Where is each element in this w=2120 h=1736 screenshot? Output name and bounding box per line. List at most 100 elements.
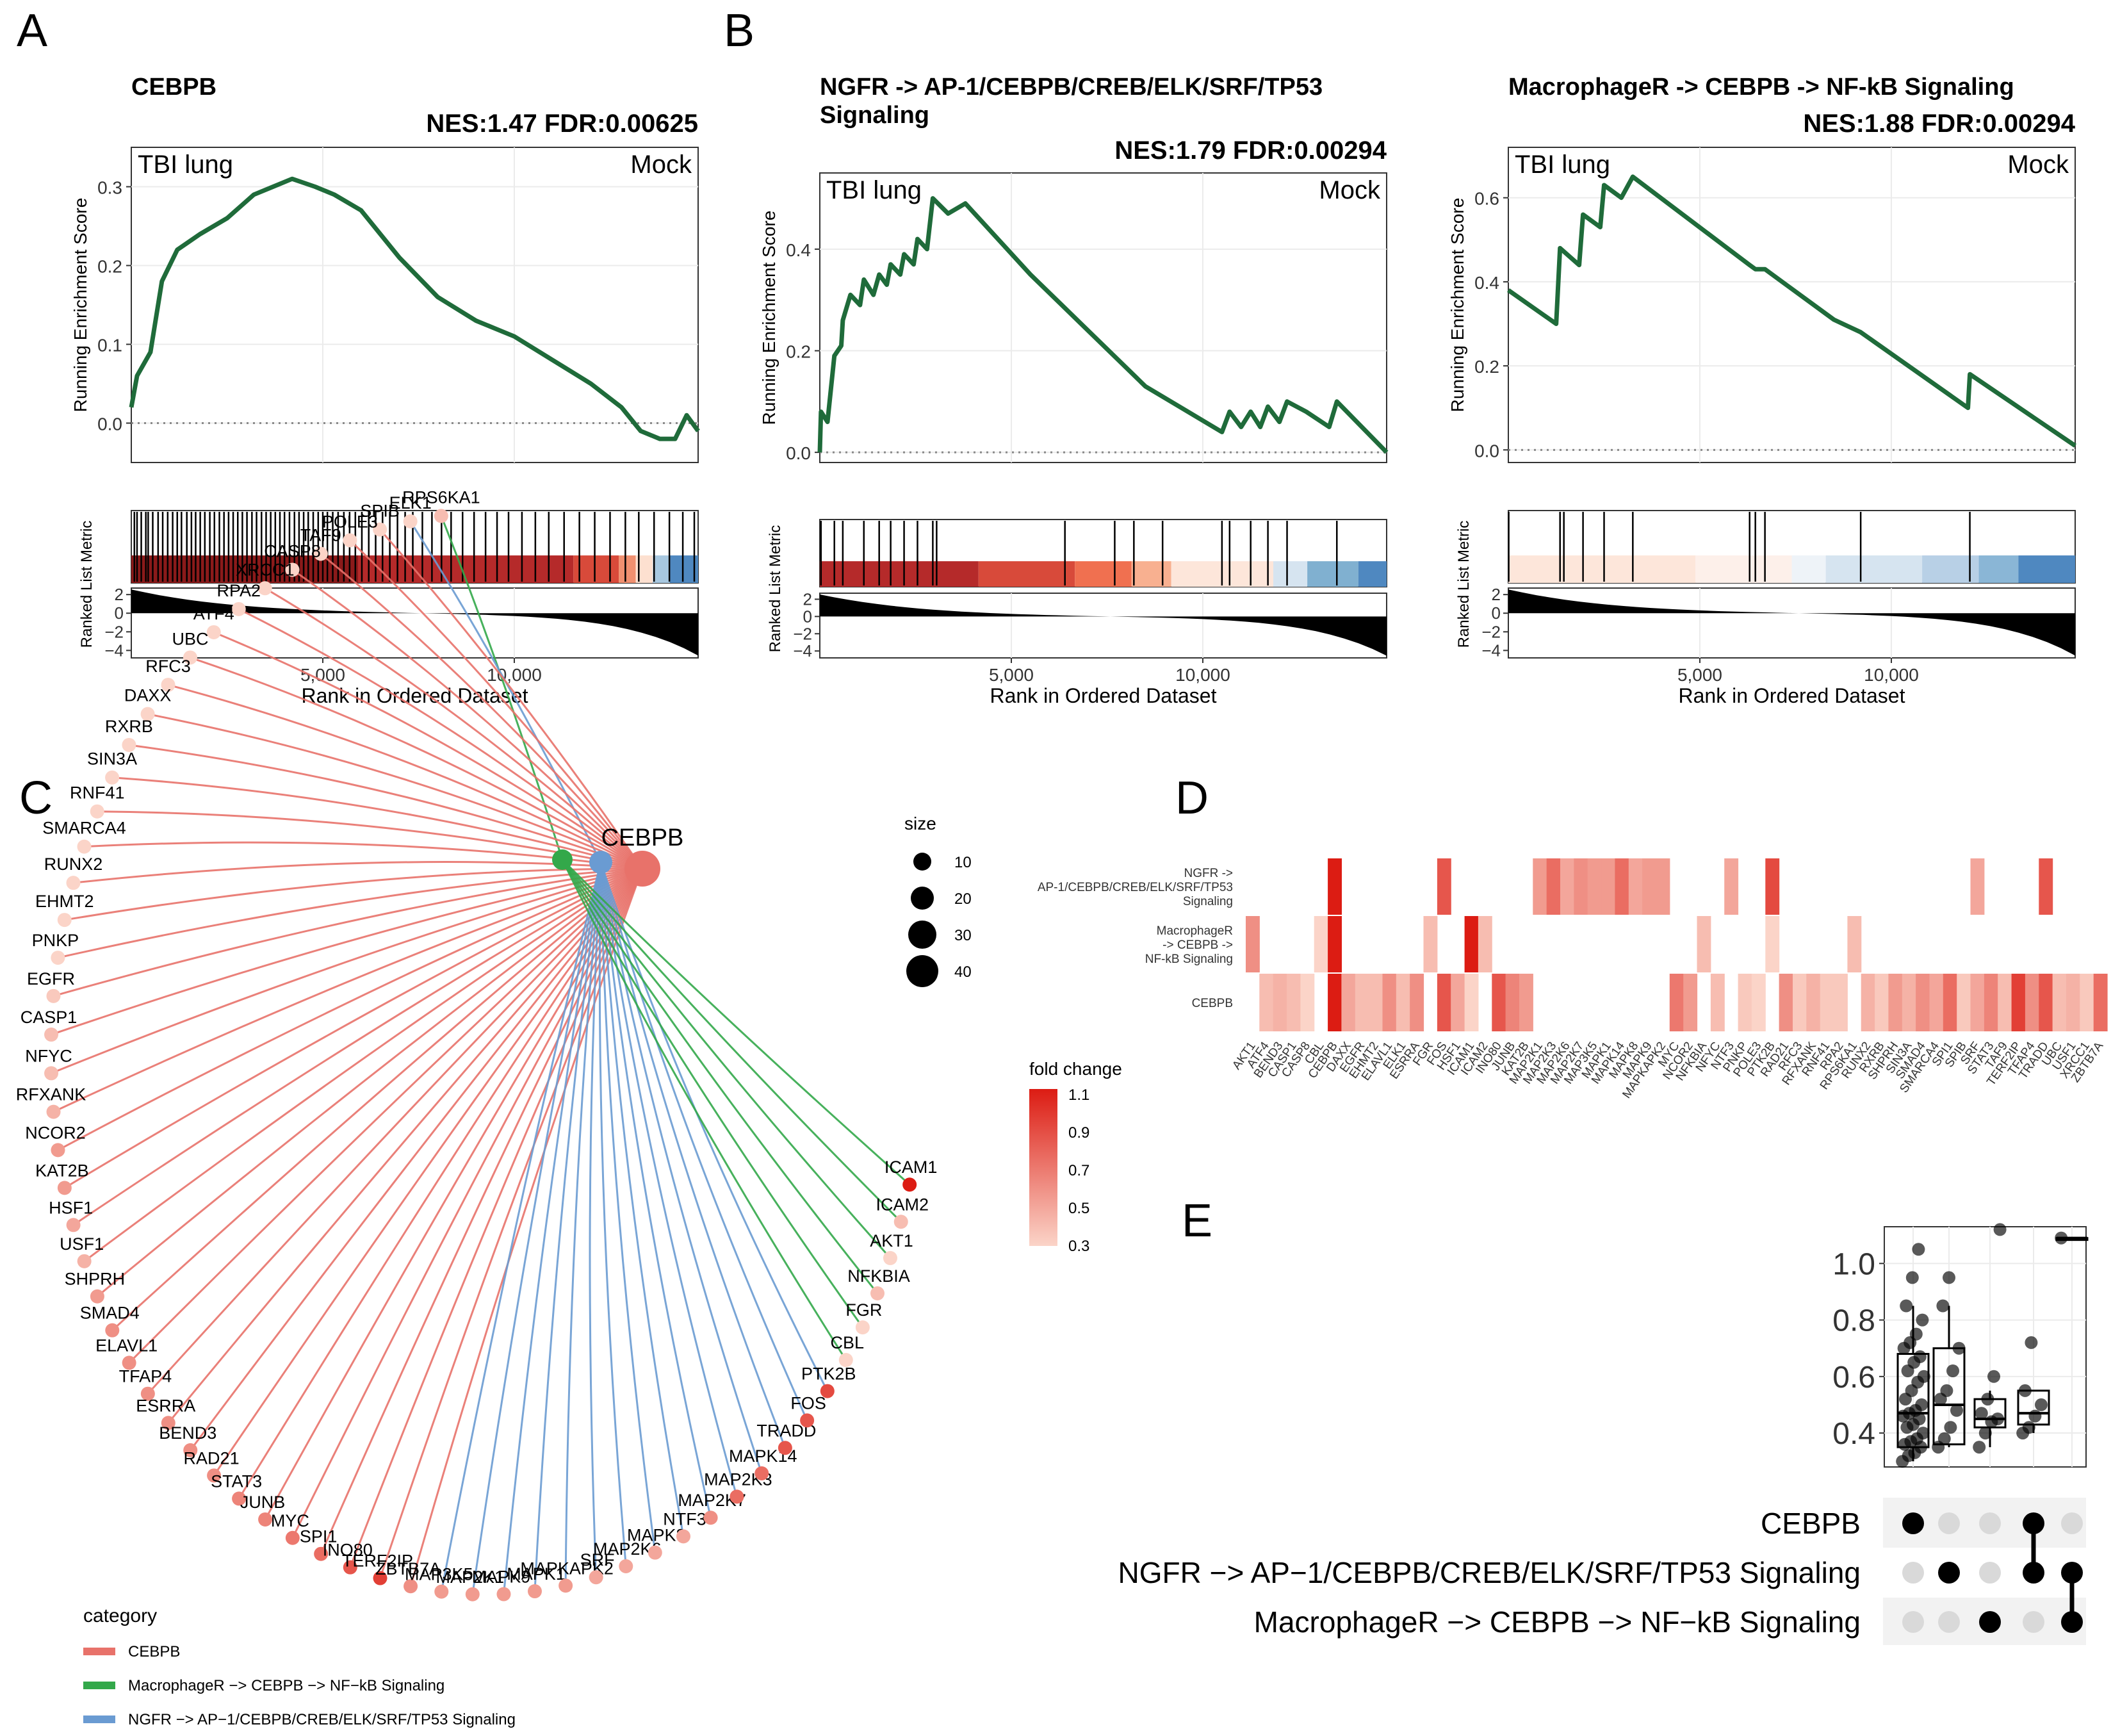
gene-node	[77, 839, 92, 854]
category-legend-label: MacrophageR −> CEBPB −> NF−kB Signaling	[128, 1677, 444, 1694]
fc-legend-tick: 1.1	[1068, 1086, 1089, 1104]
y-tick-label: −2	[104, 622, 124, 641]
upset-plot: 1.0 0.8 0.6 0.4 CEBPB NGFR −> AP−1/CEBPB/CREB…	[1118, 1223, 2089, 1645]
heatmap-row-label: CEBPB	[1192, 997, 1233, 1010]
network-edge	[167, 868, 644, 1424]
network-edge	[111, 867, 643, 1331]
network-edge	[111, 776, 643, 870]
matrix-dot	[2023, 1611, 2044, 1633]
heatmap-cell	[1998, 974, 2012, 1031]
network-edge	[129, 744, 643, 870]
heatmap-cell	[1328, 974, 1342, 1031]
matrix-dot	[1979, 1512, 2001, 1534]
network-edge	[561, 858, 911, 1186]
x-tick-label: 10,000	[1864, 665, 1919, 685]
gene-label: ESRRA	[136, 1396, 195, 1415]
network-edge	[264, 587, 644, 870]
panel-label-d: D	[1175, 773, 1209, 824]
group-label-right: Mock	[2007, 151, 2069, 179]
gene-label: CASP8	[264, 541, 321, 561]
heatmap-cell	[2039, 974, 2053, 1031]
gene-node	[285, 562, 300, 577]
gsea-title: MacrophageR -> CEBPB -> NF-kB Signaling	[1508, 74, 2014, 101]
y-tick-label: 0.8	[1832, 1304, 1875, 1338]
matrix-dot	[1938, 1611, 1960, 1633]
size-legend-label: 10	[954, 854, 972, 871]
network-edge	[51, 867, 643, 1036]
gene-label: RXRB	[105, 717, 153, 736]
heatmap-cell	[1765, 858, 1780, 915]
size-legend-title: size	[904, 814, 936, 833]
heatmap-cell	[1369, 974, 1383, 1031]
gene-label: XRCC1	[236, 560, 295, 579]
matrix-dot	[2061, 1512, 2083, 1534]
metric-heat-segment	[1273, 561, 1308, 587]
heatmap-row-label: -> CEBPB ->	[1162, 938, 1233, 952]
y-axis-label: Ranked List Metric	[1455, 521, 1472, 648]
gene-node	[257, 581, 272, 596]
network-edge	[53, 867, 643, 1113]
data-point	[1940, 1384, 1953, 1397]
gsea-panels: CEBPB NES:1.47 FDR:0.00625 0.0 0.1 0.2 0.3 TBI…	[70, 74, 2076, 707]
heatmap-row-label: Signaling	[1183, 895, 1233, 908]
heatmap-cell	[1875, 974, 1889, 1031]
group-label-left: TBI lung	[138, 151, 233, 179]
y-tick-label: 0.0	[1474, 441, 1499, 461]
heatmap-row-label: AP-1/CEBPB/CREB/ELK/SRF/TP53	[1038, 881, 1233, 894]
network-edge	[561, 859, 847, 1361]
x-tick-label: 5,000	[1677, 665, 1722, 685]
data-point	[1943, 1271, 1955, 1284]
heatmap-cell	[2039, 858, 2053, 915]
gene-node	[619, 1559, 633, 1573]
y-axis-label: Ranked List Metric	[78, 521, 95, 648]
gsea-panel-1: CEBPB NES:1.47 FDR:0.00625 0.0 0.1 0.2 0.3 TBI…	[70, 74, 700, 707]
matrix-dot	[1938, 1512, 1960, 1534]
y-axis-label: Running Enrichment Score	[70, 198, 90, 413]
network-edge	[53, 867, 643, 997]
data-point	[1936, 1299, 1950, 1313]
metric-heat-segment	[1825, 555, 1923, 583]
gsea-title: Signaling	[820, 102, 929, 129]
size-legend-dot	[906, 955, 938, 987]
set-label: MacrophageR −> CEBPB −> NF−kB Signaling	[1254, 1605, 1861, 1639]
gene-label: NTF3	[663, 1509, 706, 1528]
y-tick-label: 0.3	[97, 178, 122, 198]
gene-node	[648, 1545, 662, 1560]
data-point	[2018, 1384, 2032, 1397]
heatmap-cell	[1984, 974, 1998, 1031]
gene-label: RPA2	[217, 581, 261, 600]
gene-node	[44, 1028, 59, 1042]
gene-label: INO80	[323, 1541, 373, 1560]
data-point	[1900, 1299, 1913, 1313]
network-edge	[147, 867, 644, 1395]
data-point	[1913, 1350, 1927, 1363]
data-point	[2055, 1231, 2068, 1245]
gene-node	[343, 533, 357, 548]
data-point	[2028, 1409, 2042, 1423]
gene-node	[122, 1355, 136, 1370]
x-axis-label: Rank in Ordered Dataset	[990, 684, 1217, 707]
heatmap-cell	[2080, 974, 2094, 1031]
gene-label: SIN3A	[87, 749, 137, 769]
heatmap-cell	[1751, 974, 1766, 1031]
network-edge	[57, 867, 643, 1151]
gene-node	[527, 1584, 542, 1599]
network-edge	[291, 569, 644, 870]
network-edge	[168, 684, 643, 870]
category-legend-label: CEBPB	[128, 1643, 180, 1660]
gene-label: RFXANK	[16, 1085, 86, 1104]
size-legend-dot	[908, 921, 936, 949]
gene-node	[754, 1466, 769, 1481]
heatmap-cell	[1615, 858, 1629, 915]
heatmap-cell	[1259, 974, 1274, 1031]
matrix-dot	[1938, 1562, 1960, 1584]
gene-label: AKT1	[870, 1231, 913, 1250]
gene-label: SMARCA4	[42, 819, 126, 838]
y-tick-label: 2	[1492, 585, 1501, 604]
set-label: CEBPB	[1761, 1507, 1861, 1540]
fc-legend-tick: 0.5	[1068, 1200, 1089, 1217]
metric-heat-segment	[1695, 555, 1792, 583]
gene-node	[161, 678, 175, 692]
panel-label-c: C	[19, 773, 53, 824]
heatmap-cell	[1669, 974, 1684, 1031]
